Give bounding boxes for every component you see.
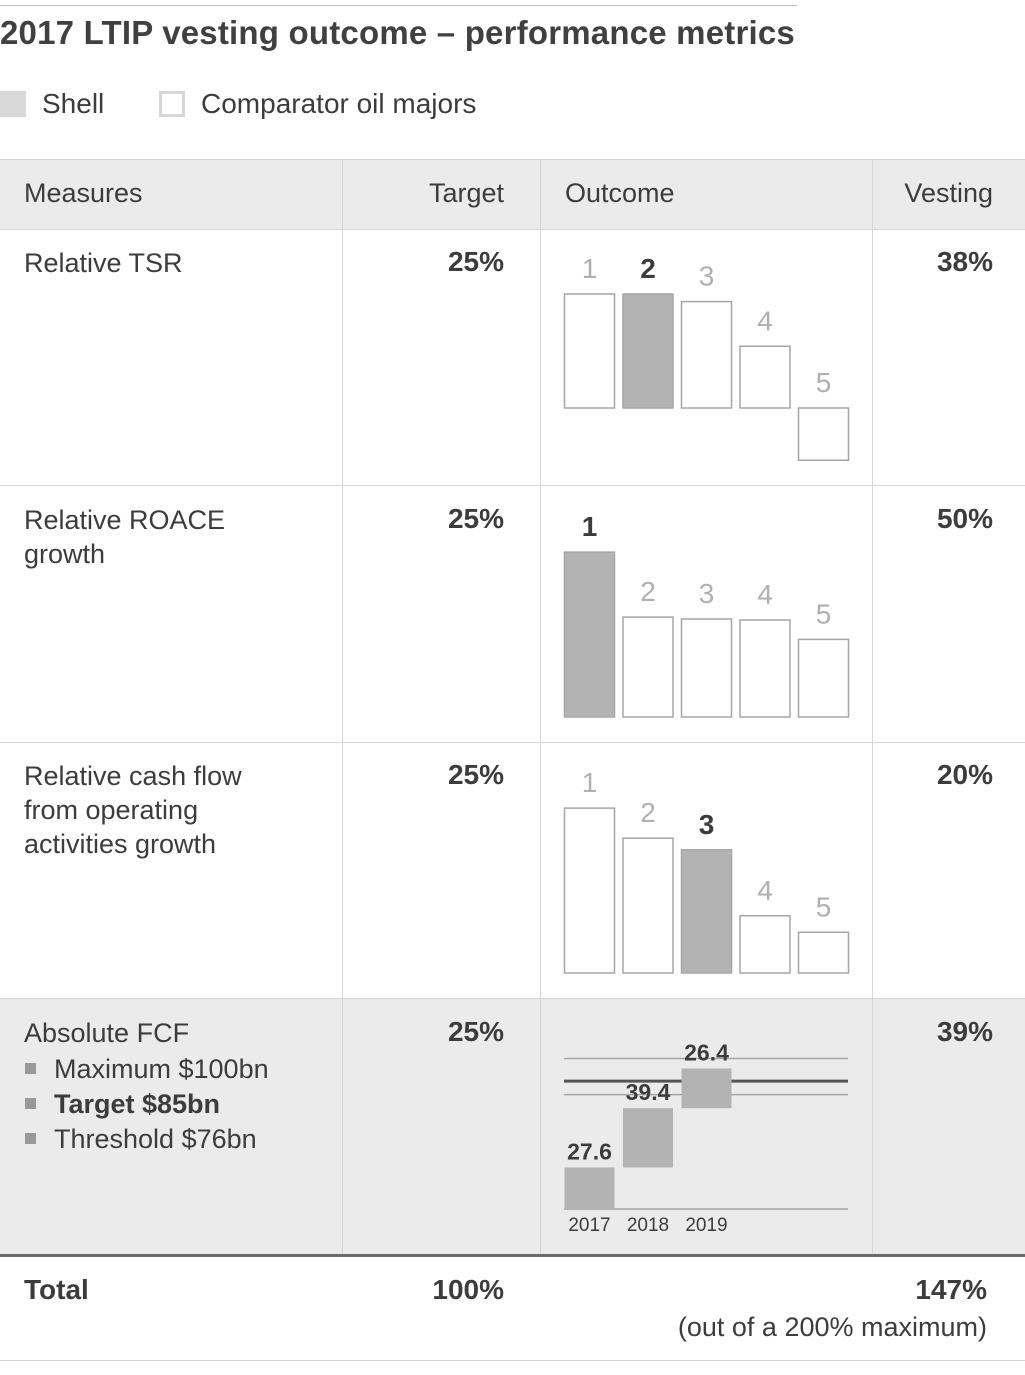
chart2-bar-2	[622, 616, 674, 718]
header-target: Target	[428, 178, 504, 208]
measure-absolute-fcf: Absolute FCF	[24, 1018, 190, 1048]
total-note: (out of a 200% maximum)	[677, 1312, 987, 1342]
chart1-label-2: 2	[640, 253, 656, 284]
bullet-threshold: Threshold $76bn	[54, 1124, 257, 1154]
total-label: Total	[24, 1274, 89, 1305]
top-rule	[0, 5, 797, 6]
chart3-label-5: 5	[816, 891, 832, 922]
chart2-label-2: 2	[640, 576, 656, 607]
chart1-label-1: 1	[582, 253, 598, 284]
chart2-bar-3	[680, 618, 733, 718]
target-relative-tsr: 25%	[447, 246, 504, 277]
chart3-label-1: 1	[582, 767, 598, 798]
rule-total-bottom	[0, 1360, 1025, 1361]
bullet-icon	[25, 1133, 36, 1144]
chart3-bar-1	[563, 807, 616, 974]
fcf-bar-2018	[623, 1108, 673, 1168]
chart3-bar-3	[680, 849, 733, 974]
chart1-bar-2	[622, 293, 674, 409]
chart2-label-5: 5	[816, 598, 832, 629]
legend-label-comparator: Comparator oil majors	[201, 88, 477, 119]
legend-swatch-shell	[0, 91, 26, 117]
chart3-label-3: 3	[699, 809, 715, 840]
vesting-absolute-fcf: 39%	[936, 1016, 993, 1047]
vesting-relative-tsr: 38%	[936, 246, 993, 277]
bullet-maximum: Maximum $100bn	[54, 1054, 269, 1084]
chart2-bar-1	[563, 551, 616, 718]
chart3-bar-5	[797, 931, 850, 974]
chart3-label-4: 4	[757, 875, 773, 906]
measure-relative-cash-flow: Relative cash flow from operating activi…	[24, 759, 242, 861]
fcf-value-label-2019: 26.4	[684, 1039, 729, 1065]
chart1-label-4: 4	[757, 305, 773, 336]
fcf-bar-2017	[564, 1167, 615, 1209]
legend-label-shell: Shell	[42, 88, 105, 119]
chart2-bar-5	[797, 638, 850, 718]
rule-total-top	[0, 1254, 1025, 1257]
chart2-bar-4	[739, 619, 791, 718]
bullet-icon	[25, 1098, 36, 1109]
chart2-label-3: 3	[699, 578, 715, 609]
target-absolute-fcf: 25%	[447, 1016, 504, 1047]
header-measures: Measures	[24, 178, 143, 208]
vesting-relative-roace: 50%	[936, 503, 993, 534]
fcf-value-label-2017: 27.6	[567, 1138, 612, 1164]
chart1-bar-5	[797, 407, 850, 461]
chart2-label-4: 4	[757, 579, 773, 610]
fcf-row-bg	[0, 998, 1025, 1254]
measure-line: activities growth	[24, 829, 217, 859]
chart1-bar-1	[563, 293, 616, 409]
fcf-tick-label-2018: 2018	[627, 1215, 669, 1236]
chart3-bar-2	[622, 837, 674, 974]
bullet-icon	[25, 1063, 36, 1074]
col-divider-1	[342, 159, 343, 1254]
rule-row3-bottom	[0, 998, 1025, 999]
measure-relative-tsr: Relative TSR	[24, 246, 183, 280]
chart1-label-3: 3	[699, 261, 715, 292]
col-divider-2	[540, 159, 541, 1254]
fcf-tick-label-2019: 2019	[685, 1215, 727, 1236]
chart3-label-2: 2	[640, 797, 656, 828]
target-relative-roace: 25%	[447, 503, 504, 534]
rule-row1-bottom	[0, 485, 1025, 486]
header-outcome: Outcome	[565, 178, 675, 208]
rule-row2-bottom	[0, 742, 1025, 743]
measure-line: from operating	[24, 795, 199, 825]
col-divider-3	[872, 159, 873, 1254]
chart1-bar-3	[680, 300, 733, 409]
measure-line: growth	[24, 539, 106, 569]
rule-header-bottom	[0, 229, 1025, 230]
fcf-tick-label-2017: 2017	[568, 1215, 610, 1236]
fcf-bar-2019	[681, 1068, 732, 1109]
chart1-label-5: 5	[816, 367, 832, 398]
measure-line: Relative ROACE	[24, 505, 226, 535]
chart3-bar-4	[739, 915, 791, 974]
chart2-label-1: 1	[582, 511, 598, 542]
header-row	[0, 159, 1025, 229]
fcf-value-label-2018: 39.4	[626, 1079, 671, 1105]
measure-line: Relative cash flow	[24, 761, 242, 791]
measure-relative-roace: Relative ROACE growth	[24, 503, 225, 571]
total-vesting: 147%	[915, 1274, 987, 1305]
target-relative-cash-flow: 25%	[447, 759, 504, 790]
rule-header-top	[0, 159, 1025, 160]
legend-swatch-comparator	[159, 91, 185, 117]
measure-line: Relative TSR	[24, 248, 183, 278]
chart-title: 2017 LTIP vesting outcome – performance …	[0, 14, 795, 51]
chart1-bar-4	[739, 345, 791, 409]
total-target: 100%	[432, 1274, 504, 1305]
bullet-target: Target $85bn	[54, 1089, 221, 1119]
header-vesting: Vesting	[904, 178, 993, 208]
vesting-relative-cash-flow: 20%	[936, 759, 993, 790]
